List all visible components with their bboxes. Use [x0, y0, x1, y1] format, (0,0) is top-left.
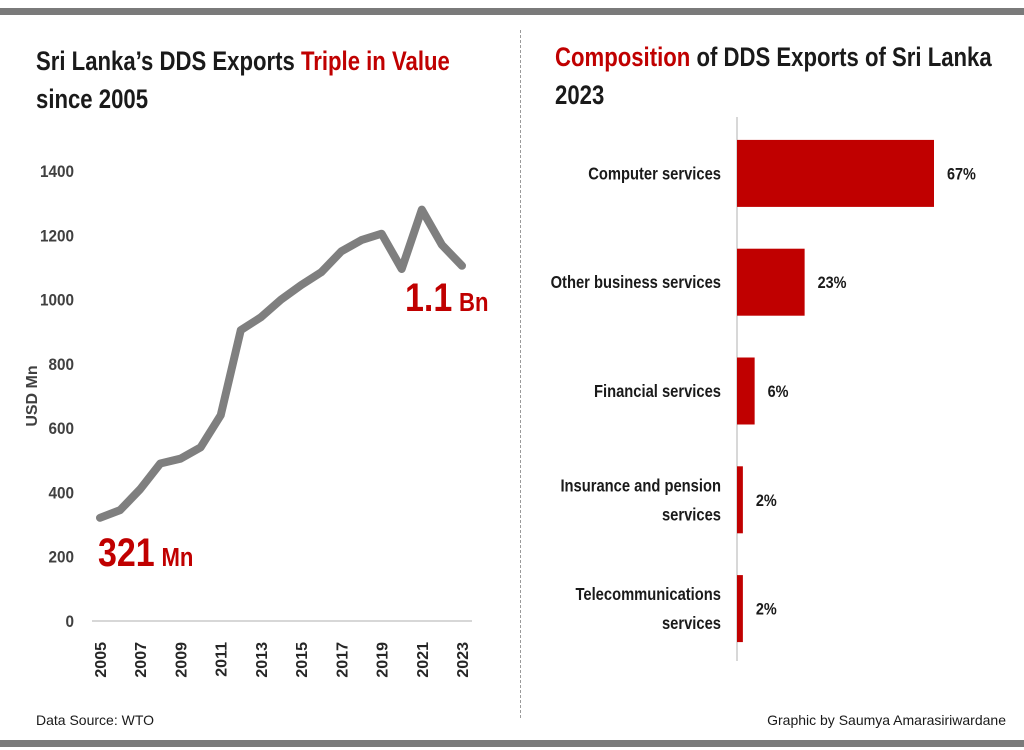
bar-category-label-line: Financial services	[594, 382, 721, 402]
y-tick-label: 800	[48, 355, 74, 374]
y-tick-label: 200	[48, 548, 74, 567]
x-tick-label: 2023	[455, 642, 472, 678]
start-value-annotation: 321 Mn	[98, 529, 193, 574]
end-value-number: 1.1	[405, 274, 452, 319]
top-rule	[0, 8, 1024, 15]
x-tick-label: 2011	[214, 642, 231, 677]
bar-category-label-line: Other business services	[551, 273, 721, 293]
panel-divider	[520, 30, 521, 718]
start-value-unit: Mn	[162, 543, 194, 572]
left-chart-title: Sri Lanka’s DDS Exports Triple in Value …	[36, 42, 450, 118]
graphic-credit: Graphic by Saumya Amarasiriwardane	[767, 712, 1006, 728]
bar-category-label-line: Insurance and pension	[560, 476, 721, 496]
bar-category-label: Telecommunications services	[575, 585, 721, 634]
bar-value-label: 67%	[947, 165, 976, 183]
left-title-line2: since 2005	[36, 84, 149, 114]
bar	[737, 575, 743, 643]
bar-category-label-line: Computer services	[588, 164, 721, 184]
bar-category-label: Insurance and pension services	[560, 476, 721, 525]
right-title-highlight: Composition	[555, 42, 691, 72]
x-tick-label: 2019	[375, 642, 392, 678]
x-tick-label: 2005	[93, 642, 110, 678]
y-tick-label: 1000	[40, 291, 74, 310]
bar	[737, 357, 755, 425]
y-tick-label: 600	[48, 419, 74, 438]
x-tick-label: 2009	[173, 642, 190, 678]
line-chart: 0 200 400 600 800 1000 1200 1400 2005 2007 2009 201…	[24, 162, 488, 678]
x-tick-label: 2013	[254, 642, 271, 678]
bar-category-label-line: Telecommunications	[575, 585, 721, 605]
bar-category-label: Computer services	[588, 164, 721, 184]
bar-value-label: 23%	[818, 274, 847, 292]
x-tick-label: 2021	[415, 642, 432, 678]
y-tick-label: 1200	[40, 227, 74, 246]
right-title-line2: 2023	[555, 80, 605, 110]
y-tick-label: 1400	[40, 162, 74, 181]
bar-category-label: Financial services	[594, 382, 721, 402]
end-value-unit: Bn	[459, 288, 488, 317]
bar-value-label: 2%	[756, 601, 777, 619]
series-line	[96, 205, 466, 522]
left-title-highlight: Triple in Value	[300, 46, 450, 76]
y-tick-label: 0	[65, 612, 74, 631]
bar	[737, 248, 805, 316]
y-axis-title: USD Mn	[24, 365, 41, 426]
bar-category-label-line: services	[662, 505, 721, 525]
x-tick-label: 2007	[133, 642, 150, 678]
bar-category-label-line: services	[662, 614, 721, 634]
y-tick-label: 400	[48, 484, 74, 503]
bottom-rule	[0, 740, 1024, 747]
x-tick-label: 2015	[294, 642, 311, 678]
bar-value-label: 2%	[756, 492, 777, 510]
x-tick-label: 2017	[334, 642, 351, 678]
right-chart-title: Composition of DDS Exports of Sri Lanka …	[555, 38, 992, 114]
bar-value-label: 6%	[768, 383, 789, 401]
right-title-part1: of DDS Exports of Sri Lanka	[690, 42, 992, 72]
data-source: Data Source: WTO	[36, 712, 155, 728]
end-value-annotation: 1.1 Bn	[405, 274, 488, 319]
bar-category-label: Other business services	[551, 273, 721, 293]
start-value-number: 321	[98, 529, 155, 574]
bar	[737, 466, 743, 534]
left-title-part1: Sri Lanka’s DDS Exports	[36, 46, 301, 76]
bar	[737, 139, 934, 207]
